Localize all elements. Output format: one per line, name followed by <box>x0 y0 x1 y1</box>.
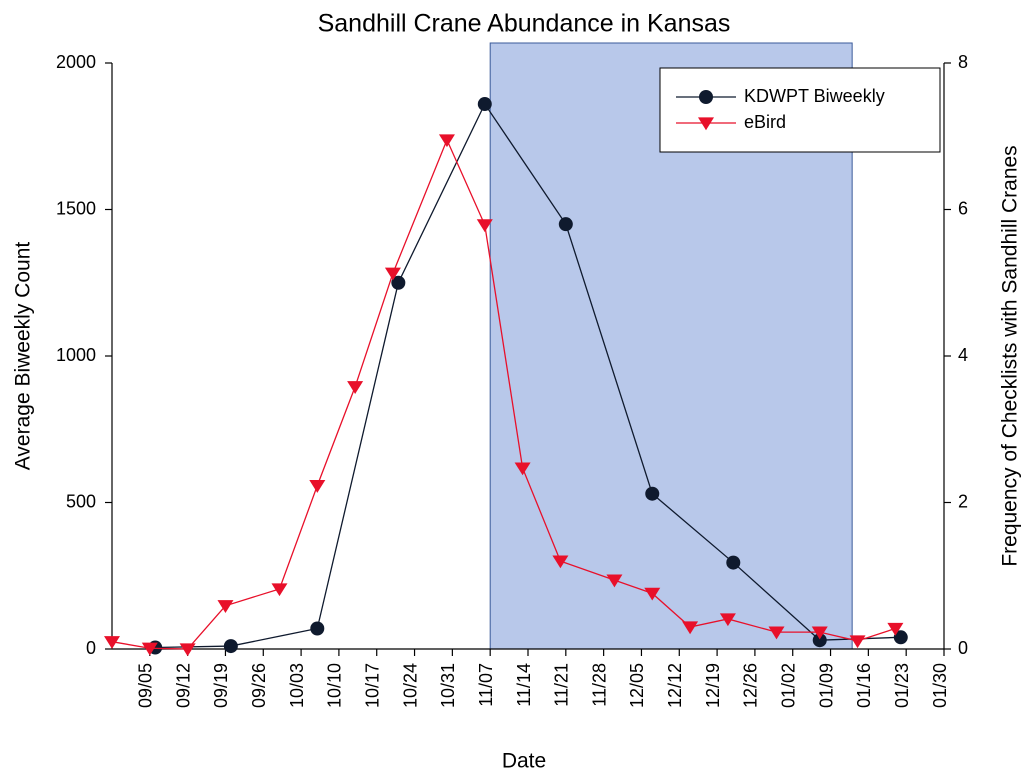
x-tick-label: 01/30 <box>930 663 950 708</box>
x-tick-label: 10/17 <box>362 663 382 708</box>
x-tick-label: 10/24 <box>400 663 420 708</box>
data-point <box>811 626 828 640</box>
legend-label: eBird <box>744 112 786 132</box>
data-point <box>223 639 238 654</box>
x-tick-label: 09/12 <box>173 663 193 708</box>
x-tick-label: 01/09 <box>816 663 836 708</box>
x-tick-label: 11/14 <box>514 663 534 707</box>
y-tick-label: 1500 <box>56 198 96 218</box>
data-point <box>271 583 288 597</box>
data-point <box>309 480 326 493</box>
x-tick-label: 09/05 <box>136 663 156 708</box>
data-point <box>682 621 699 635</box>
y-tick-label: 2000 <box>56 52 96 72</box>
x-tick-label: 09/19 <box>211 663 231 708</box>
y-axis-label: Average Biweekly Count <box>12 242 35 471</box>
y-tick-label: 0 <box>86 638 96 658</box>
y-tick-label: 1000 <box>56 345 96 365</box>
y2-tick-label: 4 <box>958 345 968 365</box>
data-point <box>812 633 827 648</box>
y2-tick-label: 2 <box>958 491 968 511</box>
data-point <box>726 555 741 570</box>
legend-marker <box>698 117 714 131</box>
x-tick-label: 01/23 <box>892 663 912 708</box>
y-tick-label: 500 <box>66 491 96 511</box>
data-point <box>644 587 661 601</box>
series-line <box>155 102 901 649</box>
legend-label: KDWPT Biweekly <box>744 86 885 106</box>
data-point <box>849 635 866 649</box>
x-tick-label: 11/07 <box>476 663 496 707</box>
legend-marker <box>699 90 713 104</box>
data-point <box>558 217 573 232</box>
data-point <box>606 574 623 588</box>
x-tick-label: 01/16 <box>854 663 874 708</box>
chart-title: Sandhill Crane Abundance in Kansas <box>318 10 731 38</box>
x-axis-label: Date <box>502 750 546 773</box>
data-point <box>768 626 785 640</box>
data-point <box>476 219 493 233</box>
data-point <box>477 97 492 112</box>
x-tick-label: 10/10 <box>325 663 345 708</box>
y2-axis-label: Frequency of Checklists with Sandhill Cr… <box>999 145 1022 566</box>
x-tick-label: 12/26 <box>741 663 761 708</box>
x-tick-label: 11/21 <box>552 663 572 707</box>
data-point <box>347 381 364 394</box>
series-line <box>111 138 896 650</box>
x-tick-label: 09/26 <box>249 663 269 708</box>
data-point <box>391 275 406 290</box>
data-point <box>893 630 908 645</box>
data-point <box>514 462 531 476</box>
x-tick-label: 12/19 <box>703 663 723 708</box>
data-point <box>310 621 325 636</box>
data-point <box>645 486 660 501</box>
y2-tick-label: 0 <box>958 638 968 658</box>
data-point <box>141 642 158 656</box>
x-tick-label: 11/28 <box>589 663 609 707</box>
data-point <box>887 622 904 636</box>
data-point <box>438 134 455 148</box>
data-point <box>384 267 401 281</box>
y2-tick-label: 8 <box>958 52 968 72</box>
x-tick-label: 12/05 <box>627 663 647 708</box>
legend-box <box>659 67 941 153</box>
x-tick-label: 10/31 <box>438 663 458 708</box>
x-tick-label: 12/12 <box>665 663 685 708</box>
data-point <box>217 600 234 613</box>
x-tick-label: 01/02 <box>778 663 798 708</box>
data-point <box>104 636 120 649</box>
x-tick-label: 10/03 <box>287 663 307 708</box>
data-point <box>719 613 736 627</box>
data-point <box>552 555 569 569</box>
data-point <box>179 643 196 657</box>
y2-tick-label: 6 <box>958 198 968 218</box>
